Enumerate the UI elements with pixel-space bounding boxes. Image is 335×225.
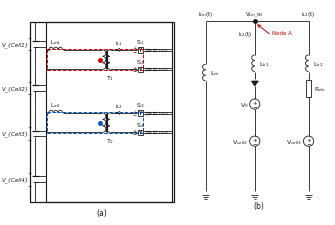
- Text: −: −: [133, 69, 137, 74]
- Text: V$_{Lm\_M2}$: V$_{Lm\_M2}$: [245, 10, 264, 19]
- Text: V$_{DS}$: V$_{DS}$: [147, 129, 156, 137]
- Text: −: −: [28, 137, 32, 142]
- Polygon shape: [252, 82, 258, 87]
- Text: C$_{oss2}$: C$_{oss2}$: [158, 66, 170, 74]
- Text: −: −: [133, 113, 137, 118]
- Bar: [306, 81, 311, 97]
- Text: −: −: [28, 183, 32, 188]
- Text: C$_{oss1}$: C$_{oss1}$: [158, 47, 170, 54]
- Text: i$_{Lm}$(t): i$_{Lm}$(t): [198, 10, 213, 19]
- Text: L$_{m2}$: L$_{m2}$: [50, 101, 61, 110]
- Bar: [138, 48, 143, 53]
- Text: (b): (b): [253, 201, 264, 210]
- Text: T$_1$: T$_1$: [106, 74, 114, 83]
- Text: +: +: [133, 66, 137, 71]
- Text: −: −: [28, 48, 32, 53]
- Text: V_{Cell2}: V_{Cell2}: [2, 86, 29, 91]
- Text: S$_3$: S$_3$: [136, 101, 145, 110]
- Text: S$_2$: S$_2$: [136, 57, 145, 66]
- Text: +: +: [133, 46, 137, 51]
- Text: L$_{k2}$: L$_{k2}$: [313, 60, 324, 68]
- Text: i$_{L1}$: i$_{L1}$: [115, 39, 123, 48]
- Bar: [138, 130, 143, 136]
- Text: T$_2$: T$_2$: [106, 137, 114, 145]
- Text: R$_{ds}$: R$_{ds}$: [314, 84, 326, 93]
- Text: V_{Cell4}: V_{Cell4}: [2, 177, 29, 182]
- Text: L$_{m1}$: L$_{m1}$: [50, 38, 61, 47]
- Text: V_{Cell3}: V_{Cell3}: [2, 131, 29, 137]
- Bar: [30, 23, 174, 203]
- Text: −: −: [306, 141, 311, 146]
- Text: i$_{L2}$(t): i$_{L2}$(t): [302, 10, 316, 19]
- Text: L$_{k1}$: L$_{k1}$: [259, 60, 270, 68]
- Text: V$_{cell2}$: V$_{cell2}$: [232, 137, 248, 146]
- Text: +: +: [28, 36, 32, 40]
- Text: −: −: [133, 50, 137, 55]
- Text: S$_4$: S$_4$: [136, 120, 145, 129]
- Text: Node A: Node A: [272, 31, 292, 36]
- Text: +: +: [28, 125, 32, 130]
- Text: V$_{DS}$: V$_{DS}$: [147, 47, 156, 54]
- Text: −: −: [28, 92, 32, 97]
- Text: +: +: [28, 170, 32, 175]
- Text: −: −: [253, 141, 257, 146]
- Text: V$_{DS}$: V$_{DS}$: [147, 110, 156, 117]
- Bar: [138, 111, 143, 116]
- Text: +: +: [306, 137, 311, 142]
- Text: C$_{oss4}$: C$_{oss4}$: [158, 129, 170, 137]
- Text: i$_{L2}$(t): i$_{L2}$(t): [238, 30, 252, 39]
- Text: i$_{L2}$: i$_{L2}$: [115, 102, 123, 111]
- Text: (a): (a): [97, 208, 108, 217]
- Text: V$_0$: V$_0$: [240, 100, 248, 109]
- Text: V$_{cell3}$: V$_{cell3}$: [286, 137, 302, 146]
- Text: V_{Cell1}: V_{Cell1}: [2, 42, 29, 47]
- Text: −: −: [253, 104, 257, 109]
- Text: V$_{DS}$: V$_{DS}$: [147, 66, 156, 74]
- Text: +: +: [252, 137, 257, 142]
- Text: S$_1$: S$_1$: [136, 38, 145, 47]
- Text: +: +: [28, 79, 32, 84]
- Text: +: +: [133, 109, 137, 114]
- Bar: [138, 67, 143, 73]
- Text: +: +: [252, 100, 257, 105]
- Text: C$_{oss3}$: C$_{oss3}$: [158, 110, 170, 117]
- Text: L$_m$: L$_m$: [210, 69, 220, 78]
- Text: −: −: [133, 132, 137, 137]
- Text: +: +: [133, 128, 137, 133]
